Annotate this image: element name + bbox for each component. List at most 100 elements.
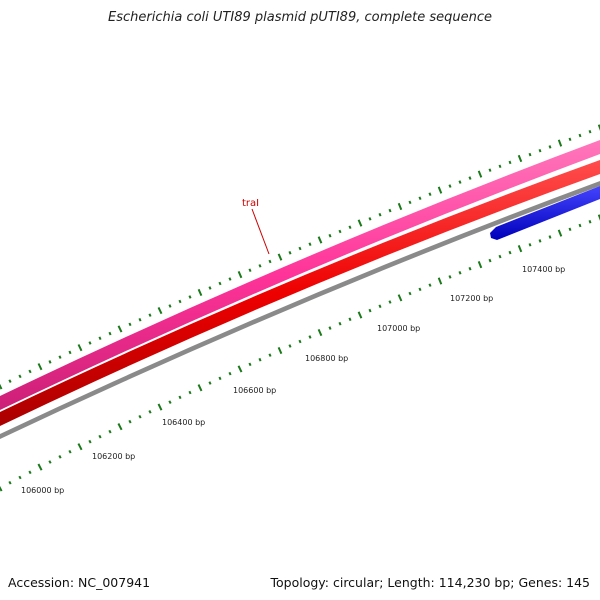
inner-tick [328, 326, 332, 330]
inner-tick [68, 449, 72, 454]
outer-tick-marks [0, 124, 600, 390]
inner-tick [288, 344, 292, 348]
inner-tick [437, 277, 443, 285]
inner-tick [557, 229, 563, 237]
inner-tick [388, 300, 392, 304]
inner-tick [28, 470, 32, 475]
inner-tick [308, 335, 312, 339]
outer-tick [28, 369, 32, 374]
outer-tick [578, 133, 582, 138]
outer-tick [197, 288, 203, 297]
map-title: Escherichia coli UTI89 plasmid pUTI89, c… [108, 10, 492, 25]
scale-label-106400: 106400 bp [162, 418, 205, 427]
inner-tick [378, 304, 382, 309]
inner-tick [8, 480, 12, 485]
inner-tick [548, 235, 552, 239]
outer-tick [188, 295, 192, 299]
gene-label-leader [251, 208, 270, 255]
scale-label-106200: 106200 bp [92, 452, 135, 461]
inner-tick [128, 419, 132, 424]
outer-tick [298, 246, 302, 251]
inner-tick [568, 227, 572, 232]
outer-tick [477, 170, 483, 178]
inner-tick [477, 261, 483, 269]
outer-tick [408, 200, 412, 205]
outer-tick [88, 341, 92, 345]
inner-tick [37, 463, 43, 471]
scale-label-106000: 106000 bp [21, 486, 64, 495]
outer-tick [498, 164, 502, 169]
outer-tick [328, 233, 332, 238]
outer-tick [338, 229, 342, 234]
outer-tick [488, 168, 492, 172]
accession-text: Accession: NC_007941 [8, 575, 151, 590]
outer-tick [597, 124, 600, 131]
inner-tick-marks [0, 214, 600, 492]
cds-track[interactable] [0, 160, 600, 426]
inner-tick [298, 339, 302, 344]
inner-tick [397, 294, 403, 302]
inner-tick [18, 475, 22, 480]
outer-tick [418, 196, 422, 201]
scale-label-107000: 107000 bp [377, 324, 420, 333]
scale-label-107200: 107200 bp [450, 294, 493, 303]
forward-gene-track[interactable] [0, 140, 600, 410]
outer-tick [128, 322, 132, 327]
inner-tick [508, 250, 512, 255]
inner-tick [58, 455, 62, 459]
inner-tick [148, 410, 152, 414]
inner-tick [188, 390, 192, 395]
outer-tick [98, 336, 102, 341]
outer-tick [448, 184, 452, 188]
inner-tick [248, 362, 252, 367]
inner-tick [268, 353, 272, 357]
gene-label-trai[interactable]: traI [242, 198, 259, 209]
inner-tick [498, 254, 502, 259]
outer-tick [248, 268, 252, 273]
outer-tick [437, 186, 443, 194]
outer-tick [528, 152, 532, 157]
reverse-gene-arrow[interactable] [490, 186, 600, 240]
outer-tick [218, 281, 222, 286]
outer-tick [18, 374, 22, 379]
outer-tick [458, 180, 462, 184]
outer-tick [268, 259, 272, 264]
inner-tick [277, 346, 283, 355]
inner-tick [157, 403, 163, 411]
inner-tick [528, 243, 532, 247]
inner-tick [428, 283, 432, 287]
outer-tick [258, 264, 262, 268]
outer-tick [517, 154, 523, 163]
outer-tick [538, 148, 542, 153]
outer-tick [277, 253, 283, 261]
outer-tick [237, 270, 243, 279]
outer-tick [548, 145, 552, 149]
inner-tick [488, 258, 492, 263]
outer-tick [68, 350, 72, 355]
scale-label-107400: 107400 bp [522, 265, 565, 274]
inner-tick [48, 460, 52, 464]
inner-tick [588, 219, 592, 224]
inner-tick [0, 485, 3, 492]
outer-tick [37, 363, 43, 371]
inner-tick [368, 308, 372, 313]
inner-tick [538, 239, 542, 243]
outer-tick [228, 277, 232, 281]
outer-tick [0, 383, 3, 390]
outer-tick [357, 219, 363, 227]
outer-tick [568, 137, 572, 142]
inner-tick [117, 423, 123, 431]
outer-tick [117, 325, 123, 333]
outer-tick [148, 313, 152, 317]
outer-tick [178, 299, 182, 304]
inner-tick [357, 311, 363, 319]
outer-tick [308, 242, 312, 246]
outer-tick [58, 355, 62, 359]
outer-tick [8, 379, 12, 383]
outer-tick [557, 139, 563, 147]
inner-tick [418, 287, 422, 292]
scale-label-106600: 106600 bp [233, 386, 276, 395]
inner-tick [88, 439, 92, 444]
inner-tick [597, 214, 600, 221]
outer-tick [288, 251, 292, 255]
